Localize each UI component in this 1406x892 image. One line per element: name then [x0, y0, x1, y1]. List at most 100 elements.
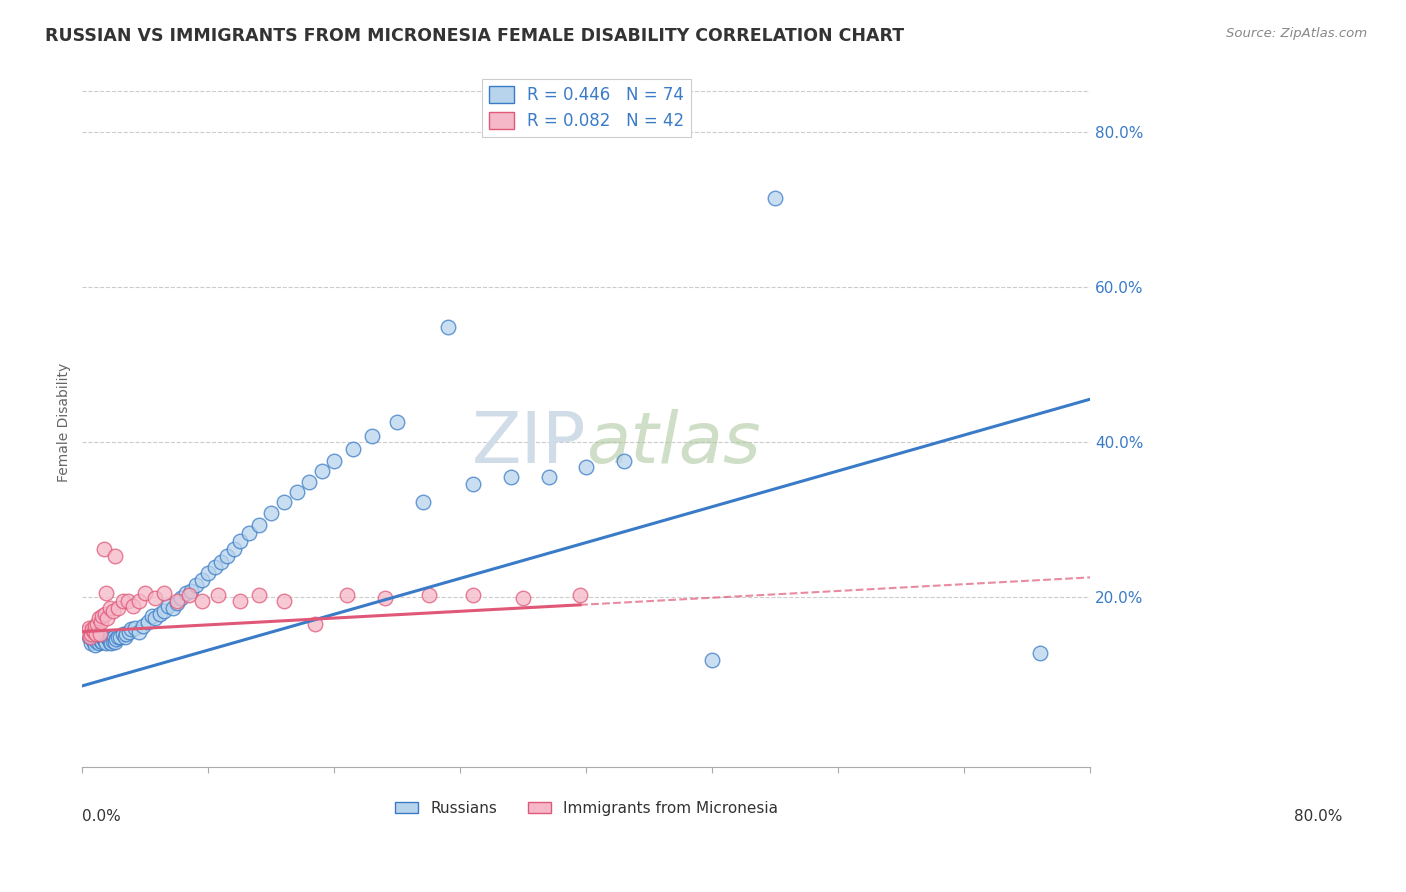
Point [97, 632, 120, 647]
Point [229, 533, 252, 548]
Point [98, 634, 121, 648]
Point [93, 632, 115, 647]
Text: 0.0%: 0.0% [83, 809, 121, 823]
Point [103, 630, 125, 644]
Point [569, 588, 592, 602]
Point [273, 593, 295, 607]
Point [82, 632, 104, 647]
Point [104, 549, 127, 564]
Point [83, 619, 105, 633]
Point [702, 653, 724, 667]
Point [80, 627, 103, 641]
Point [96, 630, 118, 644]
Point [79, 630, 101, 644]
Point [128, 593, 150, 607]
Y-axis label: Female Disability: Female Disability [58, 363, 72, 482]
Point [104, 634, 127, 648]
Point [537, 469, 560, 483]
Point [149, 607, 172, 621]
Point [136, 615, 159, 629]
Point [499, 469, 522, 483]
Point [77, 621, 100, 635]
Point [166, 596, 188, 610]
Point [461, 588, 484, 602]
Point [100, 636, 122, 650]
Point [89, 632, 111, 647]
Point [184, 578, 207, 592]
Point [87, 636, 110, 650]
Point [86, 632, 108, 646]
Point [111, 627, 134, 641]
Point [83, 624, 105, 639]
Point [124, 621, 146, 635]
Point [107, 601, 129, 615]
Point [412, 495, 434, 509]
Point [108, 630, 131, 644]
Point [361, 428, 384, 442]
Point [374, 591, 396, 606]
Text: Source: ZipAtlas.com: Source: ZipAtlas.com [1226, 27, 1367, 40]
Point [174, 586, 197, 600]
Point [765, 191, 787, 205]
Point [117, 593, 139, 607]
Point [128, 624, 150, 639]
Point [229, 593, 252, 607]
Point [82, 622, 104, 636]
Text: 80.0%: 80.0% [1294, 809, 1343, 823]
Point [120, 622, 142, 636]
Point [118, 624, 141, 639]
Point [96, 611, 118, 625]
Legend: Russians, Immigrants from Micronesia: Russians, Immigrants from Micronesia [389, 795, 783, 822]
Point [114, 630, 136, 644]
Point [83, 638, 105, 652]
Point [76, 624, 98, 639]
Point [323, 454, 346, 468]
Point [94, 634, 117, 648]
Point [91, 630, 114, 644]
Point [105, 632, 128, 647]
Point [336, 588, 359, 602]
Text: RUSSIAN VS IMMIGRANTS FROM MICRONESIA FEMALE DISABILITY CORRELATION CHART: RUSSIAN VS IMMIGRANTS FROM MICRONESIA FE… [45, 27, 904, 45]
Text: atlas: atlas [586, 409, 761, 477]
Point [153, 604, 176, 618]
Point [83, 634, 105, 648]
Point [169, 591, 191, 606]
Point [77, 630, 100, 644]
Point [107, 630, 129, 644]
Point [461, 477, 484, 491]
Point [238, 526, 260, 541]
Point [141, 609, 163, 624]
Point [613, 454, 636, 468]
Point [90, 615, 112, 629]
Point [90, 634, 112, 648]
Point [84, 627, 107, 641]
Point [87, 611, 110, 625]
Point [162, 601, 184, 615]
Text: ZIP: ZIP [472, 409, 586, 477]
Point [91, 635, 114, 649]
Point [512, 591, 534, 606]
Point [145, 591, 167, 606]
Point [80, 636, 103, 650]
Point [209, 555, 232, 569]
Point [96, 636, 118, 650]
Point [222, 541, 245, 556]
Point [153, 586, 176, 600]
Point [145, 611, 167, 625]
Point [247, 588, 270, 602]
Point [98, 601, 121, 615]
Point [304, 616, 326, 631]
Point [191, 573, 214, 587]
Point [311, 464, 333, 478]
Point [84, 634, 107, 648]
Point [134, 586, 156, 600]
Point [101, 634, 124, 648]
Point [260, 506, 283, 520]
Point [1029, 646, 1052, 660]
Point [418, 588, 440, 602]
Point [191, 593, 214, 607]
Point [93, 541, 115, 556]
Point [156, 599, 179, 613]
Point [197, 566, 219, 581]
Point [101, 604, 124, 618]
